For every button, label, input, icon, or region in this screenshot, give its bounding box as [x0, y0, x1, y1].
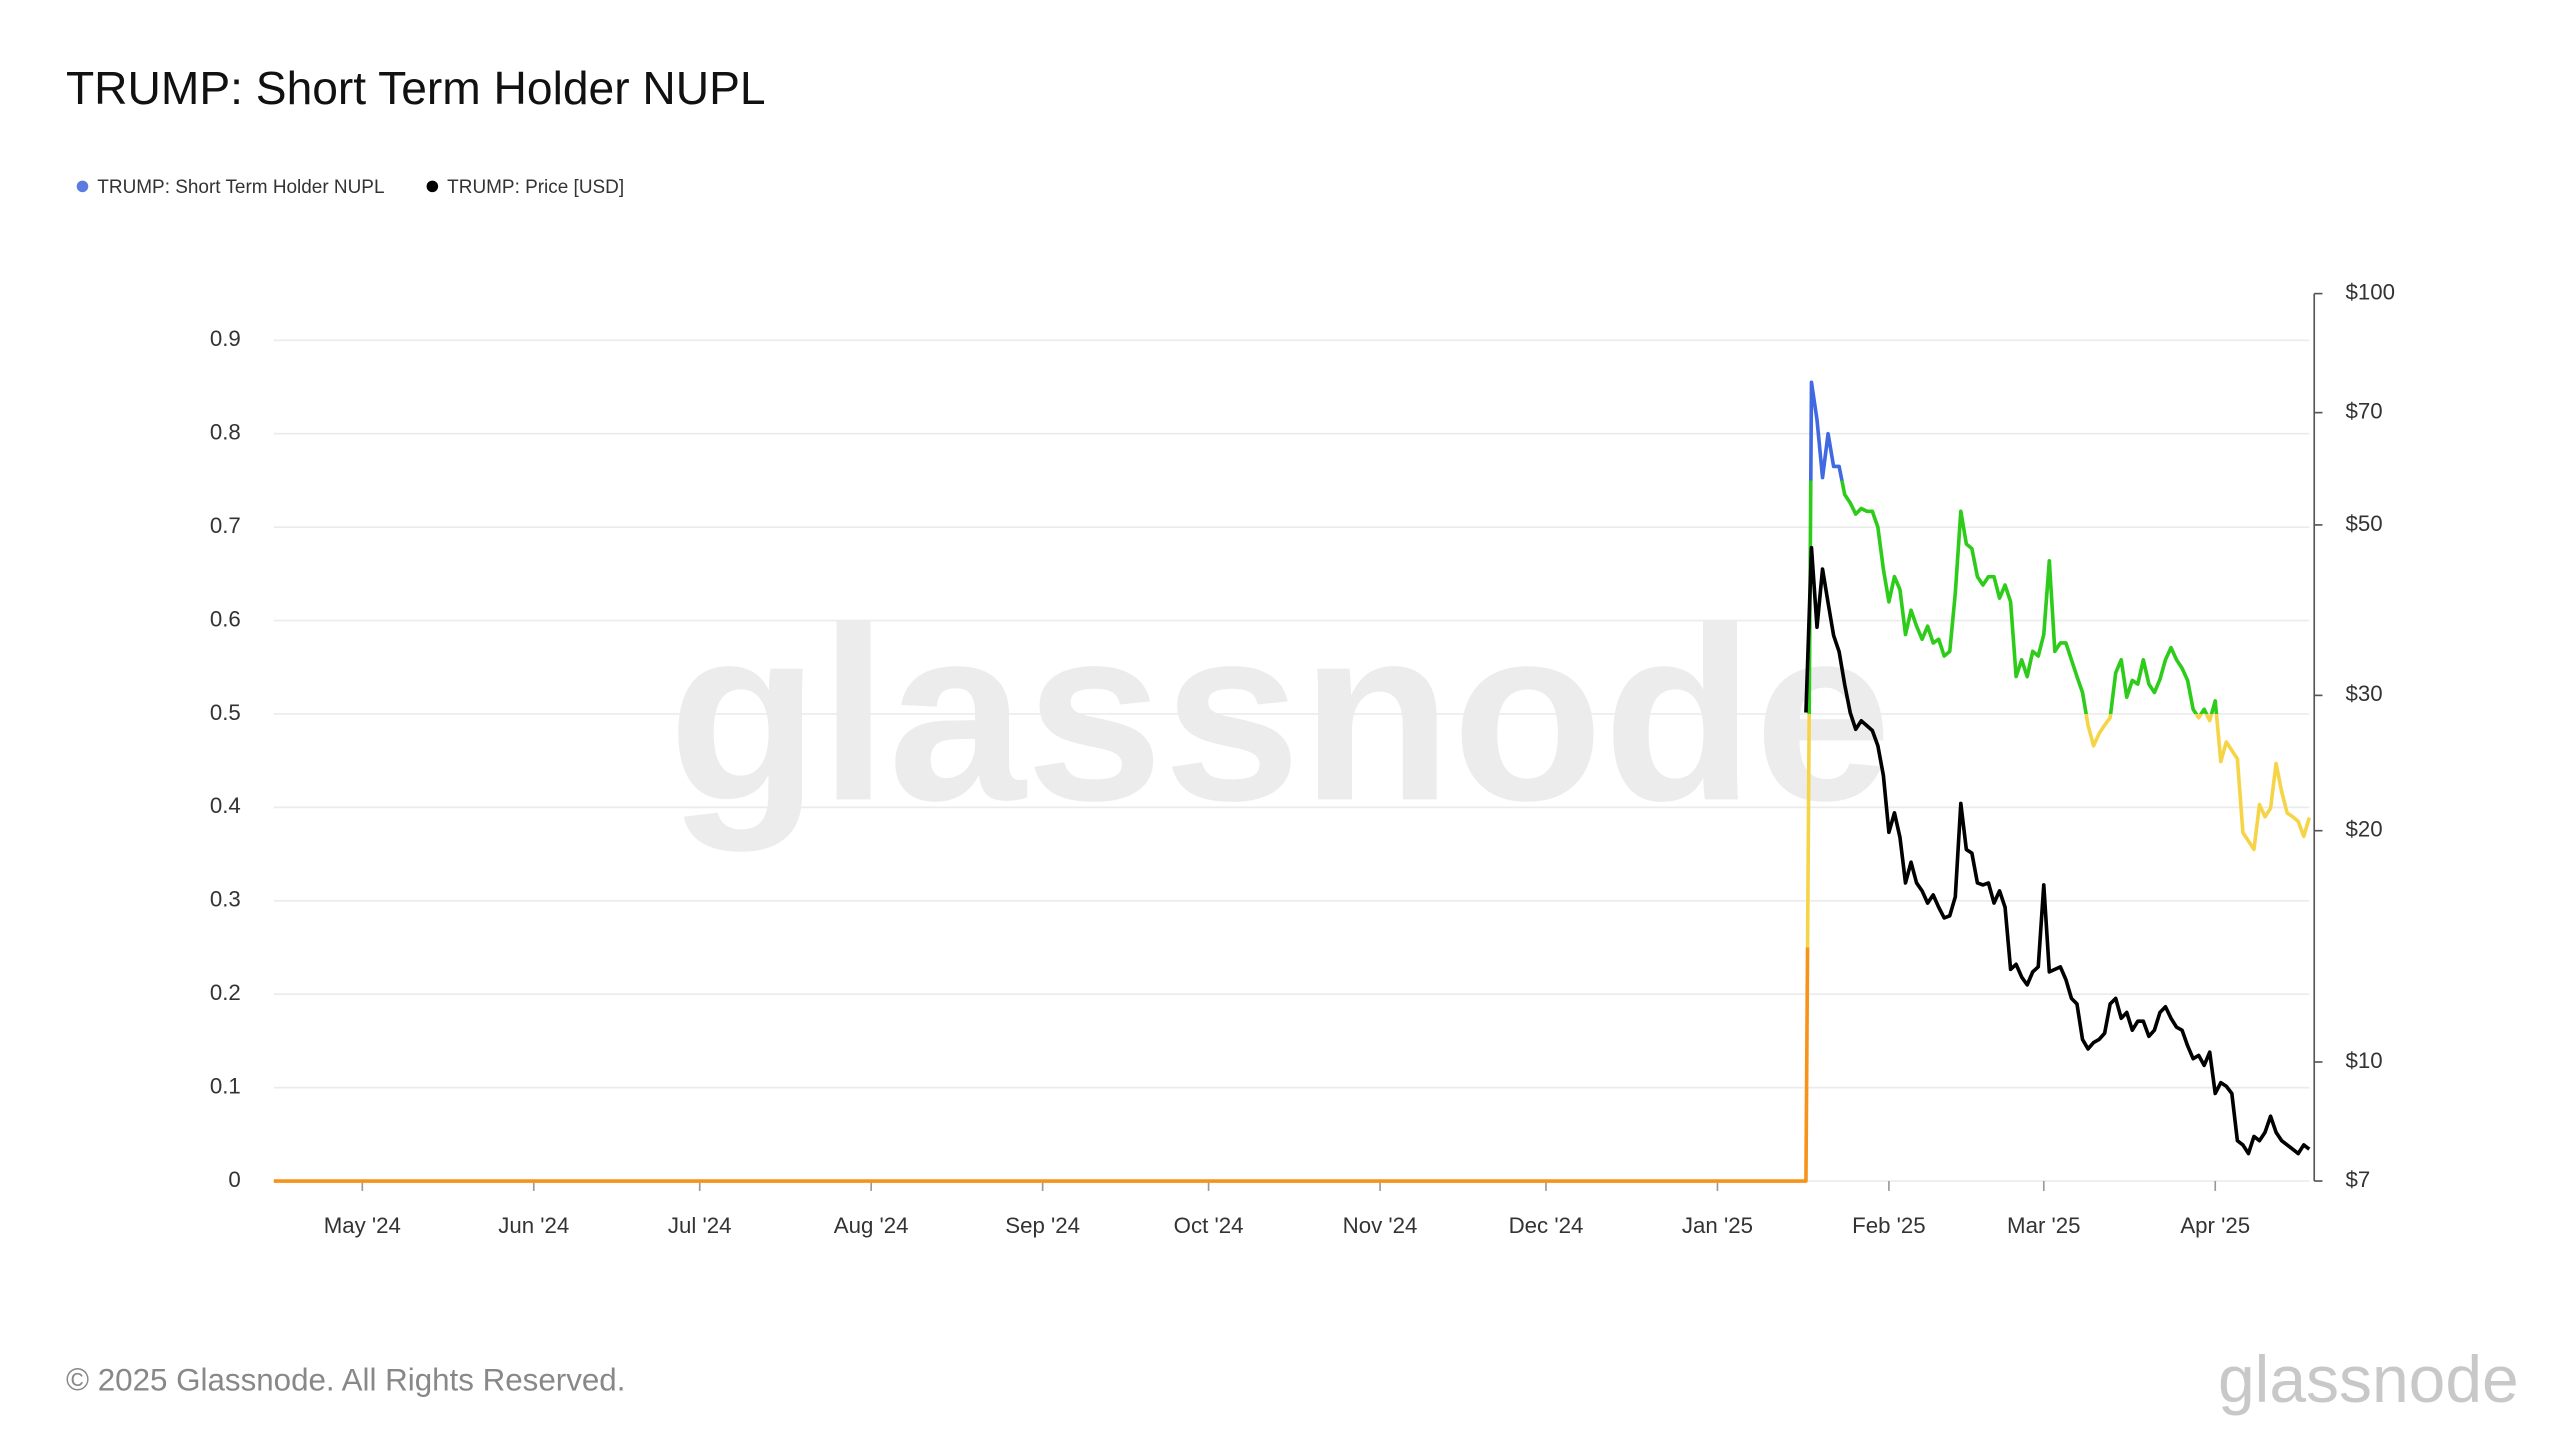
- series-line: [273, 380, 2312, 1183]
- x-tick-label: Jul '24: [668, 1213, 732, 1238]
- y2-tick-label: $100: [2346, 279, 2396, 304]
- y-tick-label: 0.1: [210, 1073, 241, 1098]
- chart-title: TRUMP: Short Term Holder NUPL: [66, 62, 766, 114]
- y-tick-label: 0.9: [210, 326, 241, 351]
- y2-tick-label: $10: [2346, 1048, 2383, 1073]
- x-tick-label: Sep '24: [1005, 1213, 1080, 1238]
- y-tick-label: 0.4: [210, 793, 241, 818]
- y2-tick-label: $30: [2346, 681, 2383, 706]
- footer: © 2025 Glassnode. All Rights Reserved.: [66, 1363, 625, 1398]
- y-tick-label: 0.3: [210, 887, 241, 912]
- y2-tick-label: $20: [2346, 817, 2383, 842]
- x-tick-label: Jun '24: [498, 1213, 569, 1238]
- logo: glassnode: [2218, 1342, 2519, 1416]
- x-tick-label: Aug '24: [834, 1213, 909, 1238]
- legend-dot: [426, 180, 439, 193]
- x-tick-label: Nov '24: [1343, 1213, 1418, 1238]
- y-tick-label: 0.8: [210, 420, 241, 445]
- y-tick-label: 0.5: [210, 700, 241, 725]
- series-line: [1804, 545, 2311, 1156]
- x-tick-label: Oct '24: [1174, 1213, 1244, 1238]
- x-tick-label: May '24: [324, 1213, 401, 1238]
- x-tick-label: Apr '25: [2180, 1213, 2250, 1238]
- y-tick-label: 0.2: [210, 980, 241, 1005]
- y-tick-label: 0.7: [210, 513, 241, 538]
- y2-tick-label: $7: [2346, 1167, 2371, 1192]
- x-tick-label: Mar '25: [2007, 1213, 2080, 1238]
- legend-label: TRUMP: Price [USD]: [447, 177, 624, 198]
- legend-dot: [76, 180, 89, 193]
- x-tick-label: Jan '25: [1682, 1213, 1753, 1238]
- y-tick-label: 0.6: [210, 606, 241, 631]
- y2-tick-label: $70: [2346, 399, 2383, 424]
- y2-tick-label: $50: [2346, 511, 2383, 536]
- y-tick-label: 0: [228, 1167, 240, 1192]
- x-tick-label: Feb '25: [1852, 1213, 1926, 1238]
- x-tick-label: Dec '24: [1509, 1213, 1584, 1238]
- legend-label: TRUMP: Short Term Holder NUPL: [97, 177, 384, 198]
